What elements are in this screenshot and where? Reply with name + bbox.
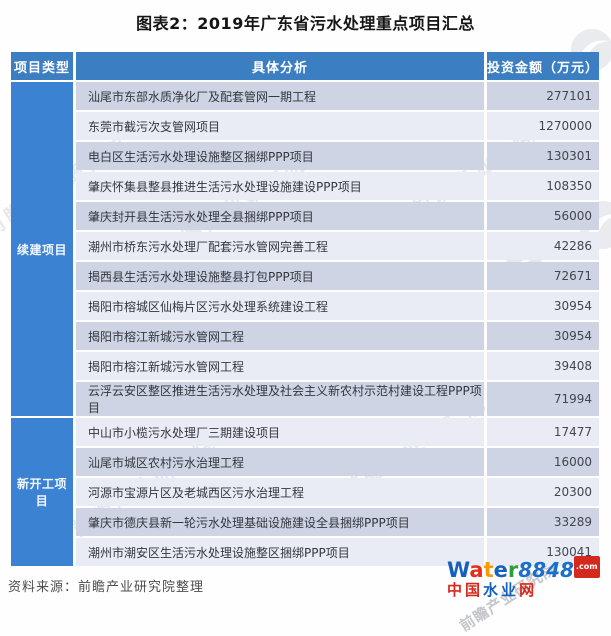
investment-amount-cell: 33289	[487, 508, 599, 536]
projects-table: 项目类型 具体分析 投资金额（万元） 续建项目 汕尾市东部水质净化厂及配套管网一期…	[8, 50, 602, 568]
project-name-cell: 肇庆封开县生活污水处理全县捆绑PPP项目	[76, 202, 484, 230]
investment-amount-cell: 130301	[487, 142, 599, 170]
project-name-cell: 潮州市潮安区生活污水处理设施整区捆绑PPP项目	[76, 538, 484, 566]
project-name-cell: 汕尾市东部水质净化厂及配套管网一期工程	[76, 82, 484, 110]
project-name-cell: 肇庆怀集县整县推进生活污水处理设施建设PPP项目	[76, 172, 484, 200]
figure-title: 图表2：2019年广东省污水处理重点项目汇总	[136, 14, 475, 33]
logo-subtitle-letter: 业	[501, 581, 520, 599]
table-row: 肇庆怀集县整县推进生活污水处理设施建设PPP项目 108350	[11, 172, 599, 200]
project-name-cell: 中山市小榄污水处理厂三期建设项目	[76, 418, 484, 446]
investment-amount-cell: 17477	[487, 418, 599, 446]
logo-subtitle-letter: 国	[465, 581, 484, 599]
category-cell: 续建项目	[11, 82, 73, 416]
investment-amount-cell: 42286	[487, 232, 599, 260]
project-name-cell: 揭阳市榕城区仙梅片区污水处理系统建设工程	[76, 292, 484, 320]
investment-amount-cell: 20300	[487, 478, 599, 506]
investment-amount-cell: 72671	[487, 262, 599, 290]
table-row: 揭西县生活污水处理设施整县打包PPP项目 72671	[11, 262, 599, 290]
table-row: 揭阳市榕江新城污水管网工程 39408	[11, 352, 599, 380]
investment-amount-cell: 30954	[487, 292, 599, 320]
water8848-logo: Water8848 .com 中国水业网	[447, 556, 607, 599]
investment-amount-cell: 39408	[487, 352, 599, 380]
project-name-cell: 云浮云安区整区推进生活污水处理及社会主义新农村示范村建设工程PPP项目	[76, 382, 484, 416]
logo-letter: r	[507, 558, 519, 582]
investment-amount-cell: 1270000	[487, 112, 599, 140]
water8848-wordmark: Water8848 .com	[447, 556, 607, 581]
table-row: 续建项目 汕尾市东部水质净化厂及配套管网一期工程 277101	[11, 82, 599, 416]
investment-amount-cell: 16000	[487, 448, 599, 476]
project-name-cell: 揭阳市榕江新城污水管网工程	[76, 322, 484, 350]
logo-subtitle-letter: 水	[483, 581, 502, 599]
logo-tld-badge: .com	[573, 556, 600, 578]
table-row: 电白区生活污水处理设施整区捆绑PPP项目 130301	[11, 142, 599, 170]
table-row: 河源市宝源片区及老城西区污水治理工程 20300	[11, 478, 599, 506]
table-row: 东莞市截污次支管网项目 1270000	[11, 112, 599, 140]
table-row: 云浮云安区整区推进生活污水处理及社会主义新农村示范村建设工程PPP项目 71994	[11, 382, 599, 416]
table-row: 新开工项目 中山市小榄污水处理厂三期建设项目 17477	[11, 418, 599, 566]
table-row: 汕尾市城区农村污水治理工程 16000	[11, 448, 599, 476]
logo-number: 8848	[518, 558, 574, 582]
investment-amount-cell: 30954	[487, 322, 599, 350]
column-header-investment: 投资金额（万元）	[487, 52, 599, 80]
project-name-cell: 揭阳市榕江新城污水管网工程	[76, 352, 484, 380]
table-header-row: 项目类型 具体分析 投资金额（万元）	[11, 52, 599, 80]
project-name-cell: 东莞市截污次支管网项目	[76, 112, 484, 140]
logo-subtitle-letter: 中	[447, 581, 466, 599]
project-name-cell: 潮州市桥东污水处理厂配套污水管网完善工程	[76, 232, 484, 260]
investment-amount-cell: 71994	[487, 382, 599, 416]
logo-brand-letters: Water	[447, 558, 518, 582]
column-header-project-type: 项目类型	[11, 52, 73, 80]
logo-subtitle-letter: 网	[519, 581, 538, 599]
logo-letter: a	[469, 558, 484, 582]
logo-letter: W	[447, 558, 470, 582]
project-name-cell: 揭西县生活污水处理设施整县打包PPP项目	[76, 262, 484, 290]
table-body: 续建项目 汕尾市东部水质净化厂及配套管网一期工程 277101 东莞市截污次支管网项目…	[11, 82, 599, 566]
project-name-cell: 肇庆市德庆县新一轮污水处理基础设施建设全县捆绑PPP项目	[76, 508, 484, 536]
investment-amount-cell: 108350	[487, 172, 599, 200]
project-name-cell: 河源市宝源片区及老城西区污水治理工程	[76, 478, 484, 506]
logo-letter: e	[493, 558, 508, 582]
logo-subtitle: 中国水业网	[447, 581, 607, 599]
table-row: 肇庆市德庆县新一轮污水处理基础设施建设全县捆绑PPP项目 33289	[11, 508, 599, 536]
column-header-analysis: 具体分析	[76, 52, 484, 80]
logo-letter: t	[483, 558, 494, 582]
source-note: 资料来源：前瞻产业研究院整理	[8, 580, 205, 595]
project-name-cell: 汕尾市城区农村污水治理工程	[76, 448, 484, 476]
category-cell: 新开工项目	[11, 418, 73, 566]
table-row: 潮州市潮安区生活污水处理设施整区捆绑PPP项目 130041	[11, 538, 599, 566]
table-row: 肇庆封开县生活污水处理全县捆绑PPP项目 56000	[11, 202, 599, 230]
investment-amount-cell: 277101	[487, 82, 599, 110]
table-row: 揭阳市榕江新城污水管网工程 30954	[11, 322, 599, 350]
project-name-cell: 电白区生活污水处理设施整区捆绑PPP项目	[76, 142, 484, 170]
investment-amount-cell: 56000	[487, 202, 599, 230]
table-row: 揭阳市榕城区仙梅片区污水处理系统建设工程 30954	[11, 292, 599, 320]
investment-amount-cell: 130041	[487, 538, 599, 566]
table-row: 潮州市桥东污水处理厂配套污水管网完善工程 42286	[11, 232, 599, 260]
